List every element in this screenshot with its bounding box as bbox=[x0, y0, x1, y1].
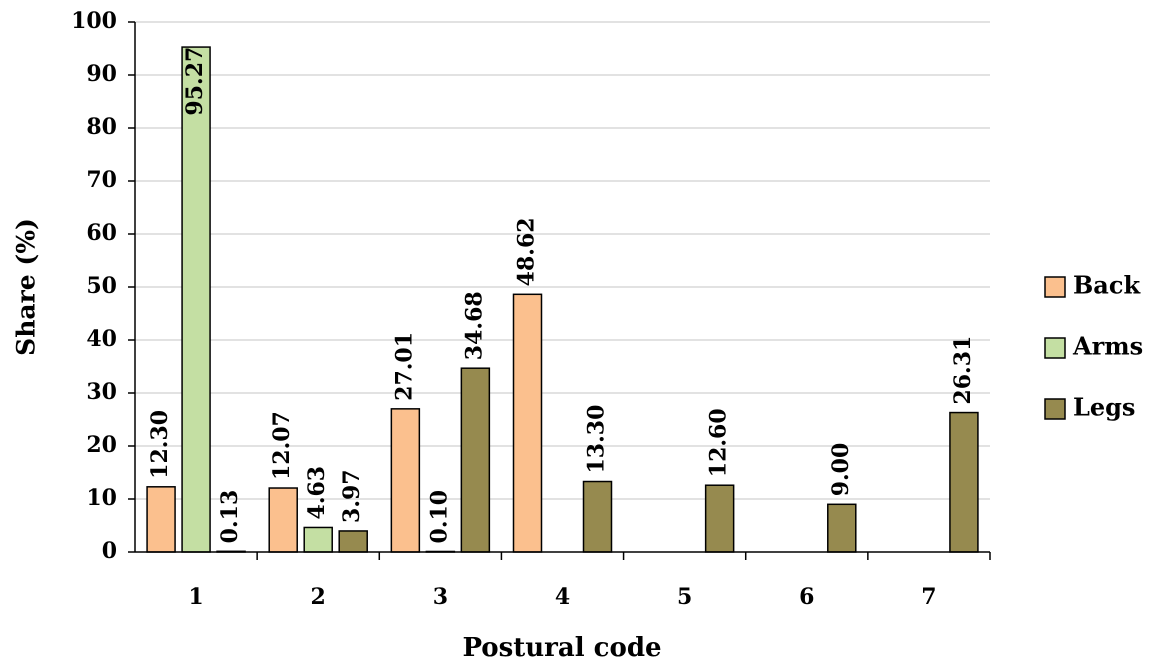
bar bbox=[338, 530, 368, 553]
data-label: 13.30 bbox=[584, 405, 610, 474]
bar bbox=[181, 46, 211, 553]
data-label: 9.00 bbox=[828, 443, 854, 497]
bar bbox=[582, 480, 613, 553]
bar bbox=[704, 484, 735, 553]
bar bbox=[390, 408, 421, 553]
data-label: 12.60 bbox=[706, 408, 732, 477]
y-tick-label: 100 bbox=[71, 8, 117, 34]
y-tick-label: 30 bbox=[86, 379, 117, 405]
legend-swatch bbox=[1044, 276, 1066, 298]
legend-label: Legs bbox=[1073, 393, 1135, 422]
y-tick-label: 60 bbox=[86, 220, 117, 246]
data-label: 12.30 bbox=[147, 410, 173, 479]
bar bbox=[268, 487, 298, 553]
y-tick-label: 70 bbox=[86, 167, 117, 193]
legend-swatch bbox=[1044, 337, 1066, 359]
legend-label: Arms bbox=[1072, 332, 1143, 361]
y-tick-label: 90 bbox=[86, 61, 117, 87]
bar bbox=[460, 367, 491, 553]
legend-swatch bbox=[1044, 398, 1066, 420]
data-label: 0.13 bbox=[217, 490, 243, 544]
bar bbox=[303, 526, 333, 553]
y-tick-label: 10 bbox=[86, 485, 117, 511]
y-tick-label: 80 bbox=[86, 114, 117, 140]
y-tick-label: 50 bbox=[86, 273, 117, 299]
bar bbox=[146, 486, 176, 553]
data-label: 95.27 bbox=[182, 47, 208, 116]
y-tick-label: 40 bbox=[86, 326, 117, 352]
y-axis-title: Share (%) bbox=[12, 218, 41, 356]
data-label: 0.10 bbox=[426, 490, 452, 544]
data-label: 4.63 bbox=[304, 466, 330, 520]
x-tick-label: 5 bbox=[677, 584, 692, 610]
x-tick-label: 1 bbox=[188, 584, 203, 610]
data-label: 27.01 bbox=[391, 332, 417, 401]
bar bbox=[949, 411, 979, 553]
data-label: 26.31 bbox=[950, 336, 976, 405]
x-tick-label: 6 bbox=[799, 584, 814, 610]
x-axis-title: Postural code bbox=[462, 633, 661, 663]
data-label: 48.62 bbox=[514, 217, 540, 286]
x-tick-label: 3 bbox=[433, 584, 448, 610]
legend-label: Back bbox=[1073, 271, 1141, 300]
data-label: 3.97 bbox=[339, 469, 365, 523]
x-tick-label: 7 bbox=[921, 584, 936, 610]
y-tick-label: 20 bbox=[86, 432, 117, 458]
x-tick-label: 4 bbox=[555, 584, 570, 610]
data-label: 12.07 bbox=[269, 411, 295, 480]
x-tick-label: 2 bbox=[311, 584, 326, 610]
y-tick-label: 0 bbox=[102, 538, 117, 564]
data-label: 34.68 bbox=[461, 291, 487, 360]
bar bbox=[827, 503, 857, 553]
bar bbox=[512, 293, 543, 553]
